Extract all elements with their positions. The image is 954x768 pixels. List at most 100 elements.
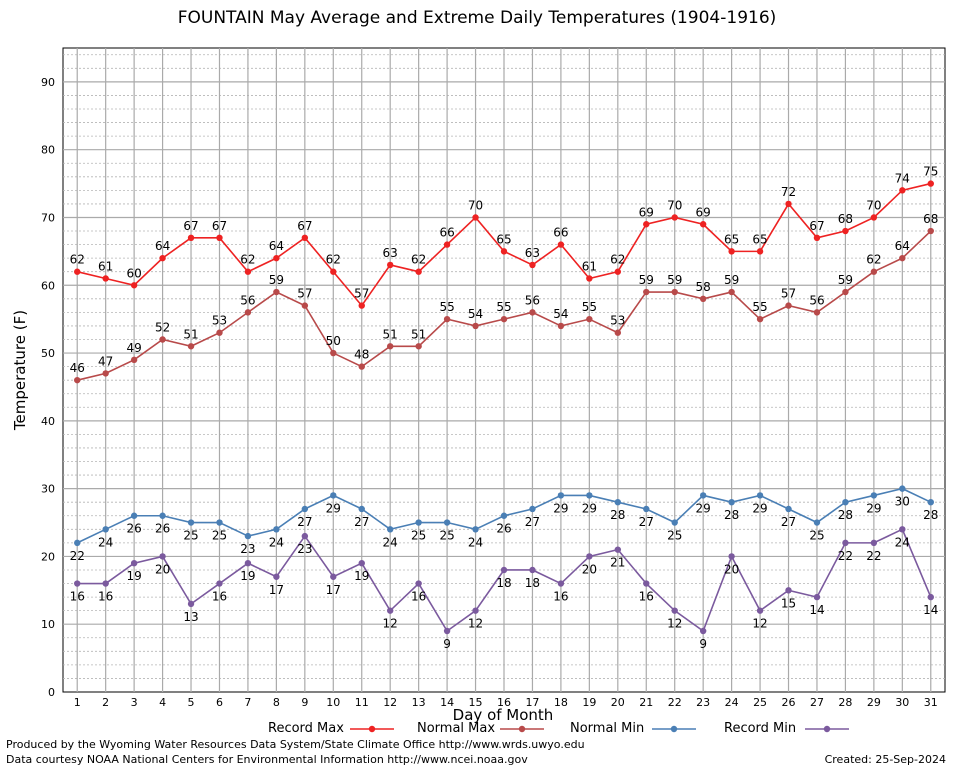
y-tick-label: 40 bbox=[41, 415, 55, 428]
data-point bbox=[813, 519, 821, 526]
data-point bbox=[358, 560, 365, 567]
data-labels-normal-min: 22 24 26 26 25 25 23 24 27 29 27 24 25 25 24 26 27 29 29 28… bbox=[70, 495, 939, 563]
x-tick-label: 11 bbox=[355, 696, 369, 709]
data-point bbox=[557, 580, 565, 587]
data-point bbox=[443, 241, 451, 248]
data-point bbox=[102, 580, 109, 587]
x-tick-label: 3 bbox=[131, 696, 138, 709]
data-label: 64 bbox=[895, 239, 910, 253]
data-point bbox=[699, 295, 707, 303]
data-label: 55 bbox=[582, 300, 597, 314]
data-label: 29 bbox=[326, 501, 341, 515]
data-point bbox=[643, 505, 650, 513]
data-label: 62 bbox=[70, 253, 85, 267]
data-point bbox=[216, 580, 223, 587]
data-point bbox=[756, 248, 764, 255]
data-label: 29 bbox=[866, 501, 881, 515]
data-label: 65 bbox=[496, 232, 511, 246]
data-label: 27 bbox=[525, 515, 540, 529]
data-point bbox=[74, 268, 81, 275]
data-point bbox=[870, 268, 878, 275]
data-point bbox=[643, 580, 650, 587]
data-label: 59 bbox=[724, 273, 739, 287]
series-normal-max bbox=[74, 227, 934, 384]
data-label: 70 bbox=[866, 198, 881, 212]
data-point bbox=[330, 349, 337, 357]
data-point bbox=[472, 607, 479, 614]
data-point bbox=[586, 315, 593, 323]
y-tick-label: 50 bbox=[41, 347, 55, 360]
data-point bbox=[301, 234, 309, 242]
y-tick-label: 90 bbox=[41, 76, 55, 89]
data-label: 17 bbox=[269, 583, 284, 597]
data-label: 28 bbox=[610, 508, 625, 522]
data-point bbox=[415, 580, 422, 587]
data-label: 52 bbox=[155, 320, 170, 334]
data-label: 20 bbox=[582, 562, 597, 576]
data-label: 19 bbox=[354, 569, 369, 583]
data-label: 26 bbox=[126, 522, 141, 536]
legend-marker bbox=[368, 725, 376, 733]
data-label: 62 bbox=[411, 253, 426, 267]
data-point bbox=[415, 343, 422, 350]
major-gridlines bbox=[63, 48, 945, 692]
data-point bbox=[74, 580, 81, 587]
data-label: 57 bbox=[297, 287, 312, 301]
legend-marker bbox=[670, 725, 678, 733]
data-point bbox=[586, 492, 593, 499]
data-point bbox=[699, 627, 707, 635]
data-point bbox=[813, 309, 821, 316]
data-label: 24 bbox=[383, 535, 398, 549]
data-label: 25 bbox=[212, 529, 227, 543]
data-point bbox=[216, 234, 223, 242]
data-label: 61 bbox=[98, 259, 113, 273]
x-tick-label: 5 bbox=[188, 696, 195, 709]
x-tick-label: 19 bbox=[582, 696, 596, 709]
data-labels-record-min: 16 16 19 20 13 16 19 17 23 17 19 12 16 9 12 18 18 16 20 21 1… bbox=[70, 535, 939, 651]
data-point bbox=[500, 248, 508, 255]
data-label: 16 bbox=[98, 590, 113, 604]
data-label: 27 bbox=[354, 515, 369, 529]
data-point bbox=[699, 492, 707, 499]
data-point bbox=[529, 309, 536, 316]
data-label: 16 bbox=[639, 590, 654, 604]
data-label: 29 bbox=[696, 501, 711, 515]
data-label: 21 bbox=[610, 556, 625, 570]
data-label: 16 bbox=[212, 590, 227, 604]
data-point bbox=[785, 587, 792, 594]
data-label: 60 bbox=[126, 266, 141, 280]
data-point bbox=[899, 254, 906, 262]
data-label: 65 bbox=[724, 232, 739, 246]
data-labels-normal-max: 46 47 49 52 51 53 56 59 57 50 48 51 51 55 54 55 56 54 55 53… bbox=[70, 212, 939, 375]
data-label: 29 bbox=[752, 501, 767, 515]
y-tick-label: 30 bbox=[41, 483, 55, 496]
legend-label-normal-max: Normal Max bbox=[417, 721, 496, 736]
data-point bbox=[614, 329, 622, 336]
data-label: 70 bbox=[468, 198, 483, 212]
data-label: 53 bbox=[610, 314, 625, 328]
data-label: 67 bbox=[183, 219, 198, 233]
data-labels-record-max: 62 61 60 64 67 67 62 64 67 62 57 63 62 66 70 65 63 66 61 62… bbox=[70, 165, 939, 301]
data-label: 69 bbox=[696, 205, 711, 219]
data-point bbox=[586, 553, 593, 560]
data-point bbox=[500, 512, 508, 519]
data-label: 23 bbox=[240, 542, 255, 556]
data-point bbox=[756, 315, 764, 323]
data-point bbox=[813, 234, 821, 242]
data-label: 59 bbox=[838, 273, 853, 287]
data-label: 13 bbox=[183, 610, 198, 624]
data-label: 24 bbox=[468, 535, 483, 549]
y-tick-label: 60 bbox=[41, 279, 55, 292]
data-point bbox=[301, 302, 309, 309]
data-label: 48 bbox=[354, 348, 369, 362]
data-label: 65 bbox=[752, 232, 767, 246]
data-point bbox=[330, 573, 337, 580]
y-axis-label: Temperature (F) bbox=[11, 309, 29, 431]
x-tick-label: 17 bbox=[525, 696, 539, 709]
data-label: 56 bbox=[240, 293, 255, 307]
x-tick-label: 16 bbox=[497, 696, 511, 709]
data-point bbox=[529, 566, 536, 574]
data-point bbox=[187, 234, 195, 242]
x-tick-label: 30 bbox=[895, 696, 909, 709]
data-point bbox=[386, 526, 394, 533]
